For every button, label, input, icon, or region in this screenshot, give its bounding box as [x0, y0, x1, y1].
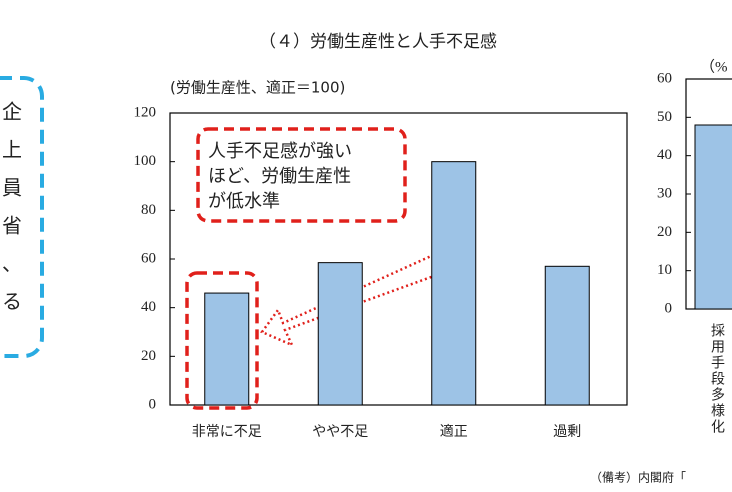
bar [317, 262, 363, 406]
bar [544, 265, 590, 406]
left-char: 省 [2, 214, 22, 238]
left-char: 上 [2, 138, 22, 162]
left-char: 員 [2, 176, 22, 200]
x-tick-label: 過剰 [553, 424, 581, 440]
y-tick-label: 30 [657, 185, 672, 201]
title: （４）労働生産性と人手不足感 [259, 32, 497, 52]
left-char: 企 [2, 100, 22, 124]
y-tick-label: 10 [657, 262, 672, 278]
callout-line: 人手不足感が強い [208, 141, 352, 162]
bar [431, 161, 477, 406]
y-axis-label: （% [700, 58, 728, 75]
x-tick-label: 非常に不足 [192, 424, 262, 440]
y-axis-label: (労働生産性、適正＝100) [170, 79, 345, 97]
y-tick-label: 0 [665, 300, 673, 316]
callout-line: ほど、労働生産性 [208, 166, 351, 187]
y-tick-label: 20 [657, 224, 672, 240]
left-char: 、 [2, 252, 22, 276]
y-tick-label: 20 [141, 348, 156, 364]
y-tick-label: 60 [141, 250, 156, 266]
left-char: る [2, 290, 22, 314]
note: （備考）内閣府「 [590, 470, 686, 485]
bar [694, 124, 732, 310]
callout-box [196, 127, 407, 223]
y-tick-label: 50 [657, 109, 672, 125]
y-tick-label: 120 [134, 104, 157, 120]
x-tick-label: やや不足 [312, 424, 368, 440]
callout-line: が低水準 [208, 191, 280, 212]
y-tick-label: 60 [657, 70, 672, 86]
y-tick-label: 40 [141, 299, 156, 315]
x-tick-label: 採用手段多様化 [709, 323, 725, 435]
y-tick-label: 100 [134, 153, 157, 169]
left-box [0, 76, 44, 358]
y-tick-label: 80 [141, 202, 156, 218]
y-tick-label: 0 [149, 396, 157, 412]
y-tick-label: 40 [657, 147, 672, 163]
bar [204, 292, 250, 406]
x-tick-label: 適正 [440, 423, 468, 440]
highlight-box [185, 271, 259, 410]
